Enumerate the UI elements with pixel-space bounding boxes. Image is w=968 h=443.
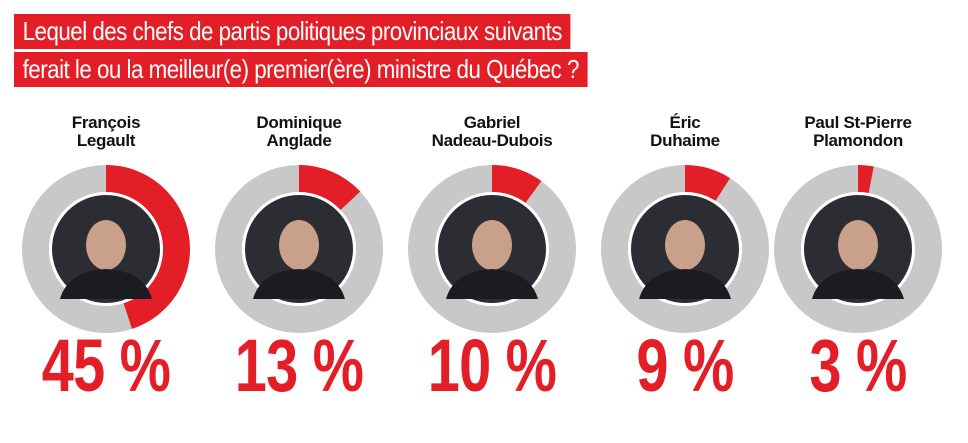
donut-slice: [858, 165, 874, 194]
candidate-name-line-2: Duhaime: [650, 131, 720, 150]
candidate-name: Dominique Anglade: [204, 114, 394, 150]
candidate-name: Gabriel Nadeau-Dubois: [397, 114, 587, 150]
percent-label: 45 %: [41, 324, 171, 407]
donut-slice: [106, 165, 191, 329]
face-silhouette: [86, 220, 126, 270]
candidate-name-line-1: Dominique: [256, 113, 342, 132]
percent-label: 13 %: [234, 324, 364, 407]
candidate-name: Paul St-Pierre Plamondon: [763, 114, 953, 150]
face-silhouette: [279, 220, 319, 270]
candidate-name-line-1: Paul St-Pierre: [804, 113, 912, 132]
donut-slice: [299, 165, 361, 210]
donut-chart: [601, 165, 769, 333]
candidate-name-line-1: Gabriel: [463, 113, 521, 132]
shoulders-silhouette: [446, 269, 538, 299]
shoulders-silhouette: [60, 269, 152, 299]
candidate-name-line-2: Plamondon: [813, 131, 903, 150]
donut-chart: [408, 165, 576, 333]
candidate-name-line-2: Anglade: [266, 131, 332, 150]
shoulders-silhouette: [639, 269, 731, 299]
title-line-1: Lequel des chefs de partis politiques pr…: [14, 14, 571, 49]
candidate-duhaime: Éric Duhaime 9 %: [590, 114, 780, 443]
face-silhouette: [665, 220, 705, 270]
percent-label: 9 %: [636, 324, 734, 407]
title-line-2: ferait le ou la meilleur(e) premier(ère)…: [14, 52, 588, 87]
percent-label: 3 %: [809, 324, 907, 407]
candidate-name: François Legault: [11, 114, 201, 150]
candidate-name-line-1: Éric: [669, 113, 701, 132]
shoulders-silhouette: [253, 269, 345, 299]
candidate-st-pierre-plamondon: Paul St-Pierre Plamondon 3 %: [763, 114, 953, 443]
candidate-name-line-1: François: [71, 113, 141, 132]
face-silhouette: [838, 220, 878, 270]
donut-charts: François Legault 45 % Dominique Anglade …: [0, 114, 968, 443]
donut-slice: [685, 165, 731, 201]
donut-chart: [774, 165, 942, 333]
candidate-name-line-2: Nadeau-Dubois: [431, 131, 553, 150]
face-silhouette: [472, 220, 512, 270]
percent-label: 10 %: [427, 324, 557, 407]
candidate-anglade: Dominique Anglade 13 %: [204, 114, 394, 443]
shoulders-silhouette: [812, 269, 904, 299]
donut-chart: [215, 165, 383, 333]
donut-chart: [22, 165, 191, 333]
candidate-name: Éric Duhaime: [590, 114, 780, 150]
donut-slice: [492, 165, 542, 203]
candidate-nadeau-dubois: Gabriel Nadeau-Dubois 10 %: [397, 114, 587, 443]
candidate-name-line-2: Legault: [76, 131, 136, 150]
candidate-legault: François Legault 45 %: [11, 114, 201, 443]
chart-title: Lequel des chefs de partis politiques pr…: [14, 14, 681, 87]
